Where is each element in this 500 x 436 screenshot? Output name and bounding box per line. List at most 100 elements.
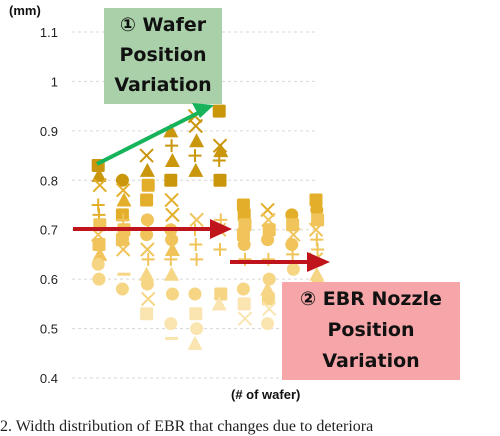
data-point bbox=[285, 208, 299, 222]
data-point bbox=[236, 282, 250, 296]
data-point bbox=[187, 335, 203, 350]
annotation-box-wafer bbox=[104, 8, 222, 104]
data-point bbox=[237, 238, 251, 252]
arrow-ebr-2-head bbox=[307, 252, 330, 272]
data-point bbox=[189, 133, 205, 148]
data-point bbox=[286, 262, 300, 276]
y-tick-label: 1.1 bbox=[40, 25, 58, 40]
data-point bbox=[92, 272, 106, 286]
y-tick-label: 0.4 bbox=[40, 371, 58, 386]
data-point bbox=[139, 266, 155, 281]
data-point bbox=[310, 203, 324, 217]
y-tick-label: 1 bbox=[51, 74, 58, 89]
data-point bbox=[309, 266, 325, 281]
arrow-ebr-1-head bbox=[210, 219, 232, 239]
data-point bbox=[165, 233, 179, 247]
data-point bbox=[115, 242, 131, 257]
data-point bbox=[238, 218, 252, 232]
data-point bbox=[285, 238, 299, 252]
y-axis-ticks: 1.1 1 0.9 0.8 0.7 0.6 0.5 0.4 bbox=[40, 25, 58, 386]
data-point bbox=[262, 223, 276, 237]
arrow-wafer-head bbox=[192, 103, 214, 118]
data-point bbox=[214, 287, 228, 301]
data-point bbox=[211, 296, 227, 311]
data-point bbox=[189, 212, 204, 228]
data-point bbox=[164, 241, 180, 256]
data-point bbox=[115, 282, 129, 296]
annotation-box-ebr-nozzle bbox=[282, 282, 460, 380]
data-point bbox=[236, 228, 250, 242]
annotation-ebr-line-3: Variation bbox=[322, 350, 419, 372]
data-point bbox=[164, 252, 178, 266]
annotation-wafer-line-2: Position bbox=[120, 44, 207, 66]
data-point bbox=[237, 208, 251, 222]
data-point bbox=[165, 287, 179, 301]
data-point bbox=[188, 149, 202, 163]
data-point bbox=[140, 228, 154, 242]
data-point bbox=[164, 153, 180, 168]
y-tick-label: 0.8 bbox=[40, 173, 58, 188]
data-point bbox=[261, 233, 275, 247]
data-point bbox=[139, 162, 155, 177]
data-point bbox=[213, 242, 227, 256]
data-point bbox=[91, 167, 107, 182]
data-point bbox=[213, 173, 227, 187]
data-point bbox=[190, 252, 204, 266]
data-point bbox=[165, 139, 179, 153]
data-point bbox=[140, 307, 154, 321]
data-point bbox=[116, 192, 132, 207]
data-point bbox=[262, 272, 276, 286]
data-point bbox=[212, 154, 226, 168]
arrow-wafer-variation bbox=[96, 110, 201, 166]
data-point bbox=[188, 162, 204, 177]
data-point bbox=[237, 311, 253, 326]
data-point bbox=[311, 213, 325, 227]
data-point bbox=[165, 336, 179, 340]
data-point bbox=[164, 266, 180, 281]
data-point bbox=[212, 104, 226, 118]
data-point bbox=[213, 143, 229, 158]
data-point bbox=[92, 238, 106, 252]
data-point bbox=[115, 233, 129, 247]
data-point bbox=[141, 178, 155, 192]
scatter-chart: 1.1 1 0.9 0.8 0.7 0.6 0.5 0.4 (mm) (# of wafer)… bbox=[9, 3, 460, 402]
data-point bbox=[163, 123, 179, 138]
x-axis-label: (# of wafer) bbox=[231, 387, 300, 402]
data-point bbox=[140, 277, 154, 291]
data-point bbox=[237, 297, 251, 311]
data-point bbox=[311, 242, 325, 256]
data-point bbox=[286, 247, 300, 261]
figure-caption: 2. Width distribution of EBR that change… bbox=[0, 418, 374, 435]
data-point bbox=[188, 287, 202, 301]
data-point bbox=[261, 317, 275, 331]
data-point bbox=[188, 118, 204, 134]
annotation-wafer-line-3: Variation bbox=[114, 74, 211, 96]
data-point bbox=[140, 193, 154, 207]
y-tick-label: 0.5 bbox=[40, 322, 58, 337]
y-tick-label: 0.6 bbox=[40, 272, 58, 287]
data-point bbox=[164, 317, 178, 331]
y-tick-label: 0.9 bbox=[40, 124, 58, 139]
data-point bbox=[164, 192, 179, 208]
data-point bbox=[261, 292, 275, 306]
data-point bbox=[286, 218, 300, 232]
data-point bbox=[165, 207, 180, 223]
data-point bbox=[260, 281, 276, 296]
data-point bbox=[139, 148, 154, 163]
data-point bbox=[141, 252, 155, 266]
data-point bbox=[189, 238, 203, 252]
data-point bbox=[189, 307, 203, 321]
data-point bbox=[92, 178, 108, 193]
annotation-ebr-line-2: Position bbox=[328, 319, 415, 341]
data-point bbox=[140, 213, 154, 227]
data-point bbox=[115, 182, 131, 198]
annotation-wafer-line-1: ① Wafer bbox=[120, 14, 207, 36]
data-point bbox=[117, 272, 131, 276]
y-axis-label: (mm) bbox=[9, 3, 41, 18]
data-point bbox=[140, 242, 155, 257]
data-point bbox=[190, 322, 204, 336]
data-point bbox=[261, 301, 277, 317]
data-point bbox=[91, 257, 105, 271]
data-point bbox=[92, 246, 108, 261]
data-point bbox=[309, 193, 323, 207]
